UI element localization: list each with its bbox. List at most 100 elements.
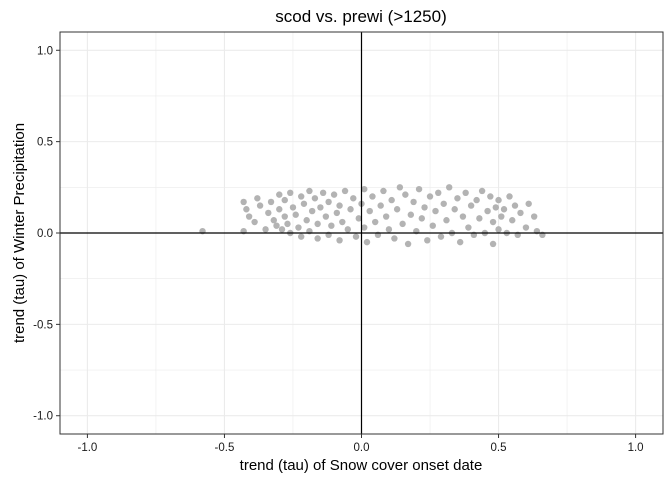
data-point (355, 215, 362, 222)
data-point (352, 233, 360, 240)
x-tick-label: 0.0 (354, 442, 370, 454)
data-point (476, 215, 483, 222)
data-point (495, 226, 502, 233)
data-point (336, 202, 343, 209)
data-point (382, 213, 390, 220)
x-axis: -1.0 -0.5 0.0 0.5 1.0 (77, 434, 644, 454)
data-point (314, 235, 321, 242)
data-point (498, 213, 505, 220)
data-point (399, 220, 406, 228)
data-point (377, 202, 384, 209)
data-point (465, 224, 472, 231)
data-point (440, 200, 447, 207)
data-point (284, 220, 291, 228)
data-point (308, 207, 316, 215)
data-point (388, 196, 395, 204)
data-point (462, 189, 469, 196)
y-tick-label: -1.0 (33, 411, 53, 423)
data-point (300, 200, 308, 207)
data-point (517, 209, 524, 217)
y-axis: -1.0 -0.5 0.0 0.5 1.0 (33, 45, 60, 423)
data-point (396, 184, 404, 191)
data-point (278, 226, 286, 233)
data-point (435, 189, 442, 196)
data-point (243, 206, 250, 213)
data-point (407, 211, 415, 218)
y-tick-label: 0.5 (37, 137, 53, 149)
data-point (350, 195, 357, 202)
data-point (341, 187, 349, 195)
data-point (265, 209, 272, 217)
data-point (410, 198, 417, 206)
data-point (492, 204, 500, 211)
data-point (459, 213, 467, 220)
data-point (303, 217, 310, 224)
y-tick-label: -0.5 (33, 319, 53, 331)
data-point (325, 198, 332, 206)
data-point (240, 198, 247, 206)
data-point (254, 195, 261, 202)
data-point (500, 206, 508, 213)
data-point (402, 191, 409, 198)
data-point (281, 196, 288, 204)
data-point (319, 189, 327, 196)
data-point (256, 202, 264, 209)
y-tick-label: 0.0 (37, 228, 53, 240)
data-point (509, 217, 516, 224)
data-point (363, 238, 371, 246)
data-point (415, 185, 423, 193)
data-point (473, 196, 480, 204)
y-axis-title: trend (tau) of Winter Precipitation (11, 123, 28, 343)
data-point (467, 202, 475, 209)
data-point (478, 187, 486, 195)
data-point (522, 224, 530, 231)
reference-lines (60, 32, 663, 434)
data-point (446, 184, 453, 191)
data-point (314, 220, 321, 228)
x-tick-label: -0.5 (215, 442, 235, 454)
data-point (530, 213, 538, 220)
data-point (404, 240, 412, 248)
data-point (281, 213, 288, 220)
data-point (432, 207, 439, 215)
data-point (251, 218, 258, 226)
data-point (380, 187, 387, 195)
data-point (495, 196, 502, 204)
data-point (391, 235, 398, 242)
data-point (328, 222, 335, 229)
data-point (267, 198, 275, 206)
data-point (385, 226, 393, 233)
data-point (424, 237, 431, 244)
data-point (454, 195, 461, 202)
data-point (372, 218, 379, 226)
data-point (292, 211, 299, 218)
data-point (487, 193, 494, 200)
data-point (298, 193, 305, 200)
data-point (289, 204, 297, 211)
x-tick-label: 0.5 (491, 442, 507, 454)
data-point (426, 193, 434, 200)
data-point (336, 237, 343, 244)
x-axis-title: trend (tau) of Snow cover onset date (240, 457, 483, 474)
data-point (451, 206, 458, 213)
data-point (276, 191, 283, 198)
data-points (199, 184, 546, 248)
data-point (366, 207, 373, 215)
data-point (393, 206, 401, 213)
data-point (443, 217, 450, 224)
data-point (245, 213, 253, 220)
data-point (347, 206, 354, 213)
y-tick-label: 1.0 (37, 45, 53, 57)
data-point (262, 226, 269, 233)
data-point (484, 207, 491, 215)
data-point (330, 191, 338, 198)
data-point (295, 224, 302, 231)
data-point (317, 204, 324, 211)
data-point (489, 240, 497, 248)
data-point (421, 204, 428, 211)
data-point (287, 189, 294, 196)
data-point (489, 218, 497, 226)
data-point (361, 224, 368, 231)
